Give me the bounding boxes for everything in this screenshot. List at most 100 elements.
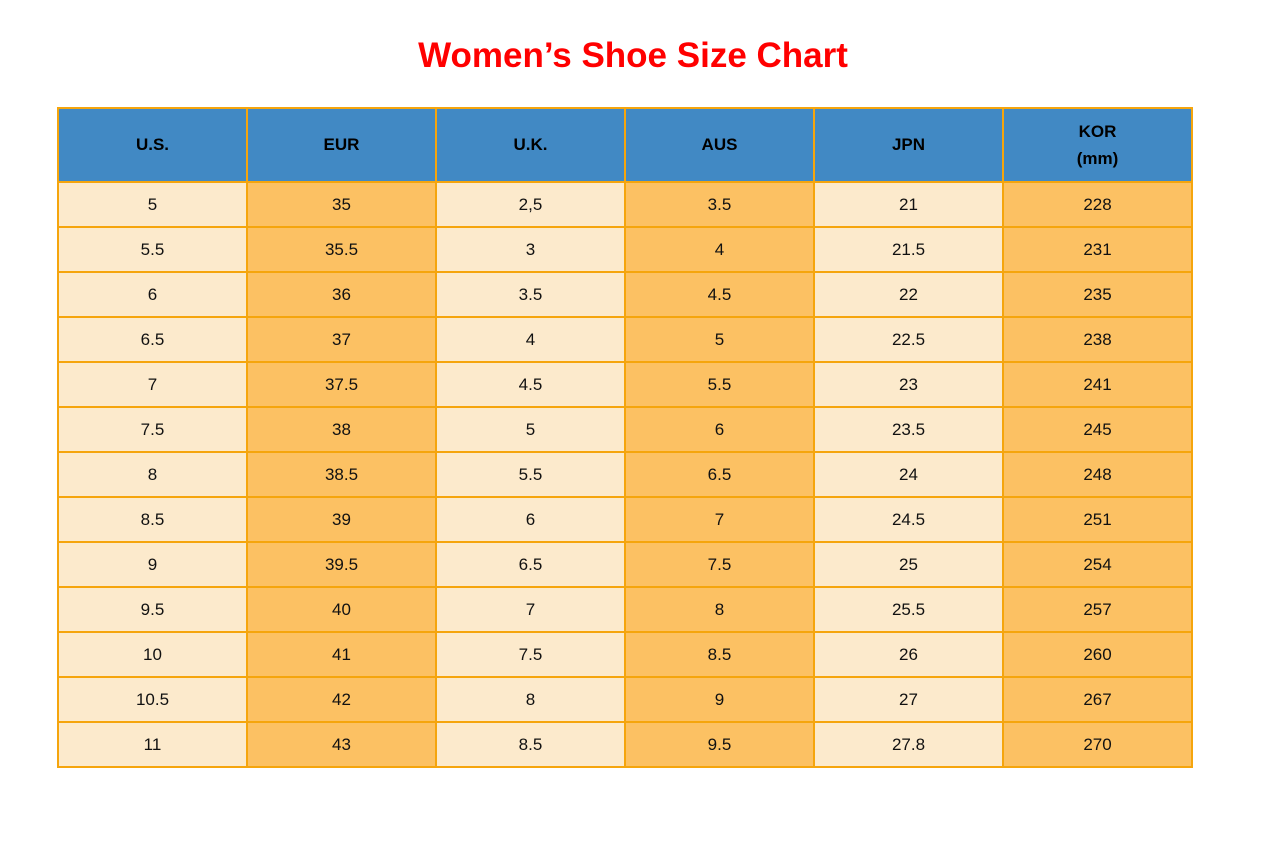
table-cell-kor-mm: 245: [1002, 406, 1193, 453]
table-cell-eur: 40: [246, 586, 437, 633]
table-cell-u-s: 10.5: [57, 676, 248, 723]
header-row: U.S. EUR U.K. AUS JPN KOR (mm): [57, 107, 1193, 183]
table-cell-kor-mm: 228: [1002, 181, 1193, 228]
table-cell-u-s: 6.5: [57, 316, 248, 363]
table-row: 10.5 42 8 9 27 267: [57, 676, 1193, 723]
table-cell-u-s: 11: [57, 721, 248, 768]
table-cell-u-k: 7: [435, 586, 626, 633]
table-cell-u-k: 3: [435, 226, 626, 273]
table-cell-jpn: 23: [813, 361, 1004, 408]
table-row: 9.5 40 7 8 25.5 257: [57, 586, 1193, 633]
table-row: 8 38.5 5.5 6.5 24 248: [57, 451, 1193, 498]
table-cell-aus: 5.5: [624, 361, 815, 408]
table-cell-u-k: 8: [435, 676, 626, 723]
column-header-kor-mm: KOR (mm): [1002, 107, 1193, 183]
table-cell-eur: 36: [246, 271, 437, 318]
table-cell-jpn: 24.5: [813, 496, 1004, 543]
table-cell-jpn: 24: [813, 451, 1004, 498]
table-cell-u-k: 4: [435, 316, 626, 363]
table-cell-u-k: 6: [435, 496, 626, 543]
table-cell-jpn: 23.5: [813, 406, 1004, 453]
table-cell-u-k: 6.5: [435, 541, 626, 588]
table-cell-kor-mm: 257: [1002, 586, 1193, 633]
table-cell-u-s: 7: [57, 361, 248, 408]
size-chart-table-container: U.S. EUR U.K. AUS JPN KOR (mm) 5 35 2,5 3.5 21 228…: [57, 107, 1193, 768]
table-row: 9 39.5 6.5 7.5 25 254: [57, 541, 1193, 588]
table-cell-u-s: 10: [57, 631, 248, 678]
table-cell-jpn: 21: [813, 181, 1004, 228]
table-cell-u-k: 2,5: [435, 181, 626, 228]
table-cell-kor-mm: 254: [1002, 541, 1193, 588]
table-cell-kor-mm: 267: [1002, 676, 1193, 723]
table-cell-aus: 7.5: [624, 541, 815, 588]
column-header-aus: AUS: [624, 107, 815, 183]
table-cell-kor-mm: 231: [1002, 226, 1193, 273]
table-cell-eur: 39: [246, 496, 437, 543]
table-row: 6 36 3.5 4.5 22 235: [57, 271, 1193, 318]
table-cell-kor-mm: 241: [1002, 361, 1193, 408]
table-row: 6.5 37 4 5 22.5 238: [57, 316, 1193, 363]
table-cell-aus: 6.5: [624, 451, 815, 498]
table-cell-kor-mm: 270: [1002, 721, 1193, 768]
table-cell-jpn: 25.5: [813, 586, 1004, 633]
table-cell-u-s: 8: [57, 451, 248, 498]
table-cell-u-s: 5: [57, 181, 248, 228]
table-cell-aus: 7: [624, 496, 815, 543]
table-row: 8.5 39 6 7 24.5 251: [57, 496, 1193, 543]
table-cell-eur: 35.5: [246, 226, 437, 273]
table-cell-jpn: 22: [813, 271, 1004, 318]
table-cell-eur: 41: [246, 631, 437, 678]
table-cell-aus: 5: [624, 316, 815, 363]
table-cell-u-k: 5.5: [435, 451, 626, 498]
page-title: Women’s Shoe Size Chart: [418, 36, 848, 75]
table-cell-eur: 43: [246, 721, 437, 768]
table-cell-kor-mm: 248: [1002, 451, 1193, 498]
table-cell-u-s: 9.5: [57, 586, 248, 633]
table-cell-u-s: 7.5: [57, 406, 248, 453]
table-cell-aus: 6: [624, 406, 815, 453]
column-header-eur: EUR: [246, 107, 437, 183]
table-cell-kor-mm: 260: [1002, 631, 1193, 678]
table-row: 5 35 2,5 3.5 21 228: [57, 181, 1193, 228]
table-cell-kor-mm: 238: [1002, 316, 1193, 363]
table-cell-kor-mm: 251: [1002, 496, 1193, 543]
table-cell-kor-mm: 235: [1002, 271, 1193, 318]
table-cell-jpn: 27.8: [813, 721, 1004, 768]
table-cell-jpn: 26: [813, 631, 1004, 678]
table-cell-u-k: 7.5: [435, 631, 626, 678]
table-cell-aus: 8.5: [624, 631, 815, 678]
table-cell-eur: 37: [246, 316, 437, 363]
table-cell-eur: 37.5: [246, 361, 437, 408]
table-cell-eur: 42: [246, 676, 437, 723]
table-cell-eur: 35: [246, 181, 437, 228]
table-cell-jpn: 25: [813, 541, 1004, 588]
table-cell-jpn: 21.5: [813, 226, 1004, 273]
table-row: 11 43 8.5 9.5 27.8 270: [57, 721, 1193, 768]
table-row: 7.5 38 5 6 23.5 245: [57, 406, 1193, 453]
table-cell-jpn: 22.5: [813, 316, 1004, 363]
table-cell-u-k: 4.5: [435, 361, 626, 408]
table-cell-eur: 38.5: [246, 451, 437, 498]
table-cell-aus: 4.5: [624, 271, 815, 318]
table-cell-u-s: 6: [57, 271, 248, 318]
column-header-jpn: JPN: [813, 107, 1004, 183]
table-cell-u-k: 8.5: [435, 721, 626, 768]
table-cell-jpn: 27: [813, 676, 1004, 723]
table-row: 5.5 35.5 3 4 21.5 231: [57, 226, 1193, 273]
table-body: 5 35 2,5 3.5 21 228 5.5 35.5 3 4 21.5 231 6 36 3.5 4.5 2…: [57, 181, 1193, 768]
table-cell-eur: 39.5: [246, 541, 437, 588]
table-cell-aus: 3.5: [624, 181, 815, 228]
table-cell-aus: 8: [624, 586, 815, 633]
table-cell-eur: 38: [246, 406, 437, 453]
table-cell-u-s: 8.5: [57, 496, 248, 543]
table-cell-u-k: 5: [435, 406, 626, 453]
table-cell-aus: 4: [624, 226, 815, 273]
table-cell-u-k: 3.5: [435, 271, 626, 318]
table-cell-u-s: 5.5: [57, 226, 248, 273]
table-cell-aus: 9: [624, 676, 815, 723]
size-chart-table: U.S. EUR U.K. AUS JPN KOR (mm) 5 35 2,5 3.5 21 228…: [57, 107, 1193, 768]
column-header-u-k: U.K.: [435, 107, 626, 183]
table-row: 10 41 7.5 8.5 26 260: [57, 631, 1193, 678]
table-cell-aus: 9.5: [624, 721, 815, 768]
